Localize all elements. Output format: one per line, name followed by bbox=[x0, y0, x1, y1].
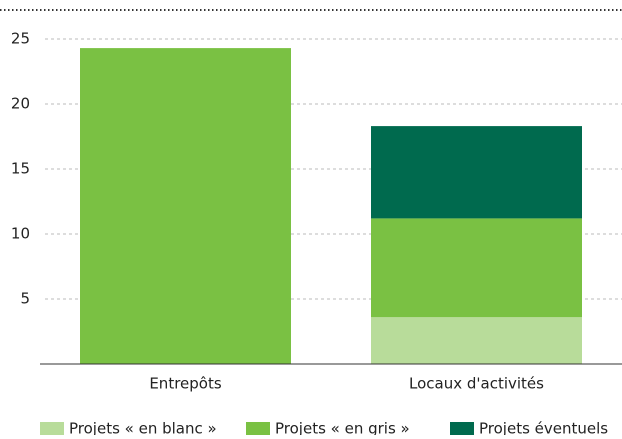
legend-swatch bbox=[246, 422, 270, 435]
bar-segment bbox=[80, 48, 291, 364]
bar-segment bbox=[371, 317, 582, 364]
legend-label: Projets éventuels bbox=[479, 420, 608, 436]
y-tick-label: 10 bbox=[11, 225, 30, 243]
legend-label: Projets « en blanc » bbox=[69, 420, 217, 436]
legend-swatch bbox=[40, 422, 64, 435]
y-tick-label: 25 bbox=[11, 30, 30, 48]
bar-segment bbox=[371, 126, 582, 219]
y-tick-label: 5 bbox=[20, 290, 30, 308]
y-tick-label: 20 bbox=[11, 95, 30, 113]
x-tick-label: Locaux d'activités bbox=[409, 375, 544, 393]
x-tick-label: Entrepôts bbox=[149, 375, 222, 393]
legend-label: Projets « en gris » bbox=[275, 420, 410, 436]
y-tick-label: 15 bbox=[11, 160, 30, 178]
legend-swatch bbox=[450, 422, 474, 435]
bar-segment bbox=[371, 218, 582, 318]
